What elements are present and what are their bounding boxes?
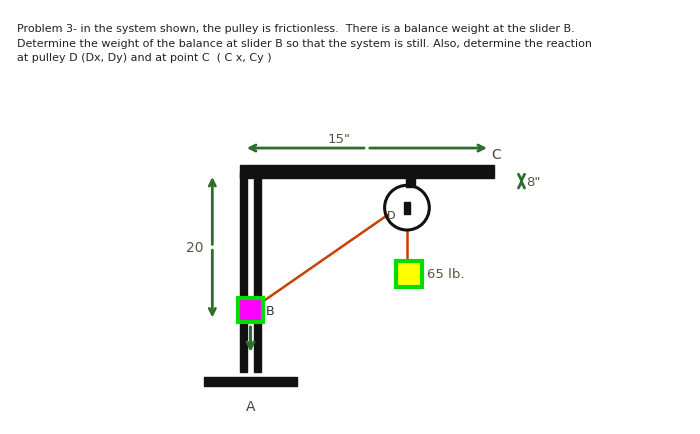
Bar bbox=[404, 202, 410, 214]
Text: 8": 8" bbox=[526, 175, 540, 188]
Text: Problem 3- in the system shown, the pulley is frictionless.  There is a balance : Problem 3- in the system shown, the pull… bbox=[17, 24, 591, 63]
Bar bbox=[254, 173, 261, 373]
Text: D: D bbox=[386, 210, 395, 220]
Bar bbox=[240, 165, 494, 178]
Bar bbox=[407, 178, 415, 188]
Bar bbox=[204, 377, 297, 386]
Text: 15": 15" bbox=[328, 133, 351, 146]
Text: A: A bbox=[246, 399, 256, 413]
Bar bbox=[395, 261, 422, 287]
Text: 65 lb.: 65 lb. bbox=[428, 268, 465, 281]
Text: C: C bbox=[491, 148, 501, 162]
Bar bbox=[239, 298, 262, 322]
Text: 20: 20 bbox=[186, 241, 203, 255]
Bar bbox=[240, 173, 247, 373]
Text: B: B bbox=[265, 304, 274, 317]
